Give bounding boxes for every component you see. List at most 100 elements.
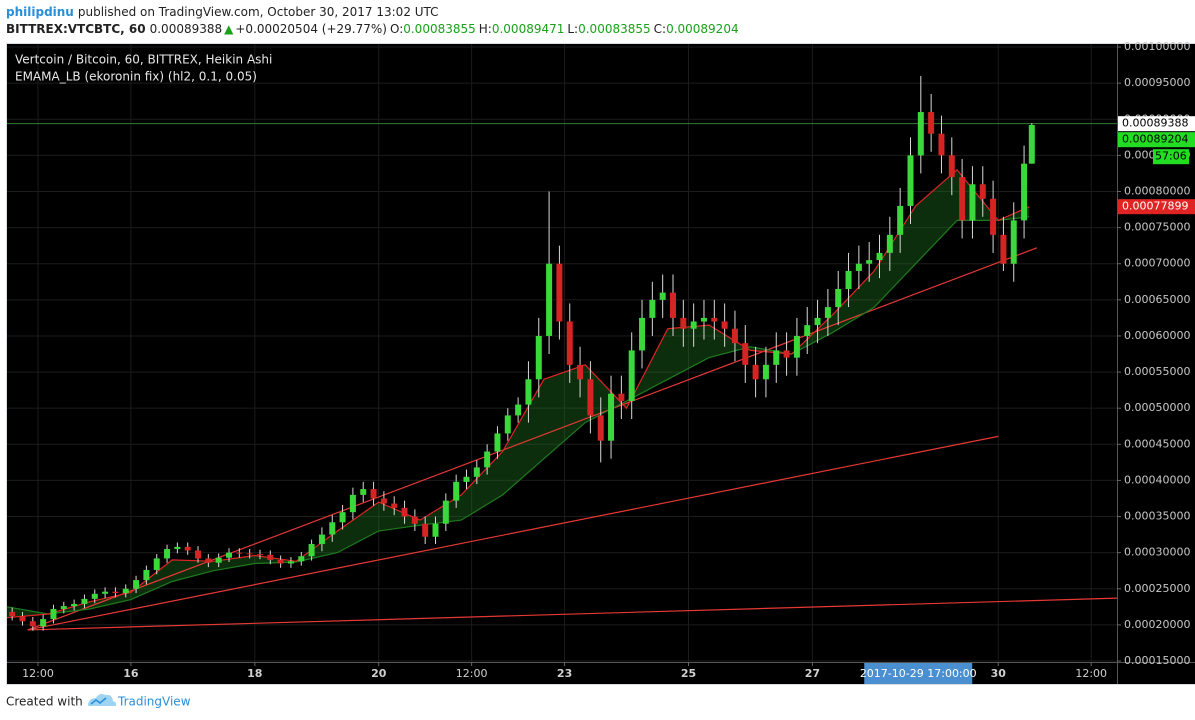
candle-body (9, 611, 16, 617)
candle-body (277, 559, 284, 564)
candle-body (907, 155, 914, 206)
brand-logo (88, 694, 117, 706)
y-tick-label: 0.00015000 (1124, 654, 1190, 667)
candle-body (711, 317, 718, 322)
candle-body (432, 523, 439, 537)
candle-body (721, 321, 728, 329)
x-tick-label: 23 (557, 667, 572, 680)
trendline (27, 435, 999, 631)
candle-body (577, 364, 584, 380)
y-tick-label: 0.00095000 (1124, 76, 1190, 89)
candle-body (205, 558, 212, 563)
candle-body (731, 328, 738, 344)
candle-body (50, 608, 57, 620)
close-label: C: (654, 22, 666, 36)
y-tick-label: 0.00080000 (1124, 184, 1190, 197)
candle-body (81, 598, 88, 604)
footer-brand[interactable]: TradingView (117, 695, 191, 709)
candle-body (649, 299, 656, 318)
candle-body (752, 364, 759, 380)
candle-body (742, 343, 749, 365)
last-price-badge-box (1118, 116, 1195, 132)
candle-body (608, 393, 615, 441)
candle-body (133, 580, 140, 589)
candle-body (1028, 125, 1035, 164)
logo-line (90, 697, 107, 705)
x-tick-label: 27 (805, 667, 820, 680)
candle-body (401, 507, 408, 517)
plot: 0.00015000 0.00020000 0.00025000 0.00030000… (6, 40, 1195, 684)
last-price-badge: 0.00089388 (1122, 117, 1188, 130)
candle-body (515, 404, 522, 416)
published: published on TradingView.com, October 30… (78, 5, 439, 19)
close-value: 0.00089204 (666, 22, 739, 36)
footer-created: Created with (6, 695, 83, 709)
candle-body (102, 591, 109, 594)
last-price: 0.00089388 (150, 22, 223, 36)
candle-body (618, 393, 625, 401)
candle-body (814, 317, 821, 326)
y-tick-label: 0.00060000 (1124, 329, 1190, 342)
candle-body (91, 593, 98, 599)
candle-body (411, 516, 418, 524)
logo-cloud (88, 694, 117, 706)
candle-body (762, 364, 769, 380)
high-value: 0.00089471 (492, 22, 565, 36)
candle-body (835, 289, 842, 308)
legend-series: Vertcoin / Bitcoin, 60, BITTREX, Heikin … (15, 53, 272, 67)
candle-body (112, 591, 119, 594)
publish-line: philipdinu published on TradingView.com, … (6, 5, 439, 19)
low-label: L: (567, 22, 578, 36)
candle-body (876, 252, 883, 261)
candle-body (566, 321, 573, 365)
candle-body (60, 606, 67, 609)
candle-body (391, 503, 398, 508)
crosshair-box (864, 663, 973, 684)
candle-body (19, 616, 26, 622)
indicator-fill (7, 169, 1030, 618)
x-tick-label: 25 (681, 667, 696, 680)
candle-body (215, 557, 222, 563)
y-tick-label: 0.00020000 (1124, 618, 1190, 631)
candle-body (1010, 220, 1017, 264)
y-tick-label: 0.00045000 (1124, 437, 1190, 450)
close-badge-box (1118, 132, 1195, 148)
candle-body (143, 569, 150, 581)
y-tick-label: 0.00040000 (1124, 473, 1190, 486)
candle-body (938, 133, 945, 156)
candle-body (484, 451, 491, 468)
candle-body (659, 292, 666, 300)
candle-body (670, 292, 676, 318)
candle-body (700, 317, 707, 322)
symbol-line: BITTREX:VTCBTC, 60 0.00089388 ▲ +0.00020504… (6, 22, 739, 36)
candle-body (473, 467, 480, 477)
candle-body (680, 317, 687, 329)
crosshair-label: 2017-10-29 17:00:00 (860, 667, 977, 680)
candle-body (824, 307, 831, 318)
arrow: ▲ (224, 22, 234, 36)
candle-body (442, 500, 449, 524)
candle-body (990, 198, 997, 235)
mama-badge-box (1118, 199, 1195, 215)
candle-body (339, 512, 346, 523)
candle-body (546, 263, 553, 336)
candle-body (494, 433, 501, 452)
candle-body (556, 263, 563, 322)
trendline (27, 597, 1118, 631)
symbol: BITTREX:VTCBTC, 60 (6, 22, 146, 36)
candle-body (174, 546, 181, 550)
chart-background (7, 44, 1195, 684)
candle-body (184, 546, 191, 551)
candle-body (855, 263, 862, 271)
author[interactable]: philipdinu (6, 5, 74, 19)
y-tick-label: 0.00030000 (1124, 546, 1190, 559)
x-tick-label: 12:00 (22, 667, 54, 680)
x-tick-label: 18 (247, 667, 262, 680)
candle-body (40, 619, 47, 627)
candle-body (535, 335, 542, 380)
candle-body (690, 321, 697, 329)
candle-body (804, 325, 811, 336)
candle-body (122, 588, 129, 594)
candle-body (195, 550, 202, 559)
candle-body (1000, 234, 1007, 264)
